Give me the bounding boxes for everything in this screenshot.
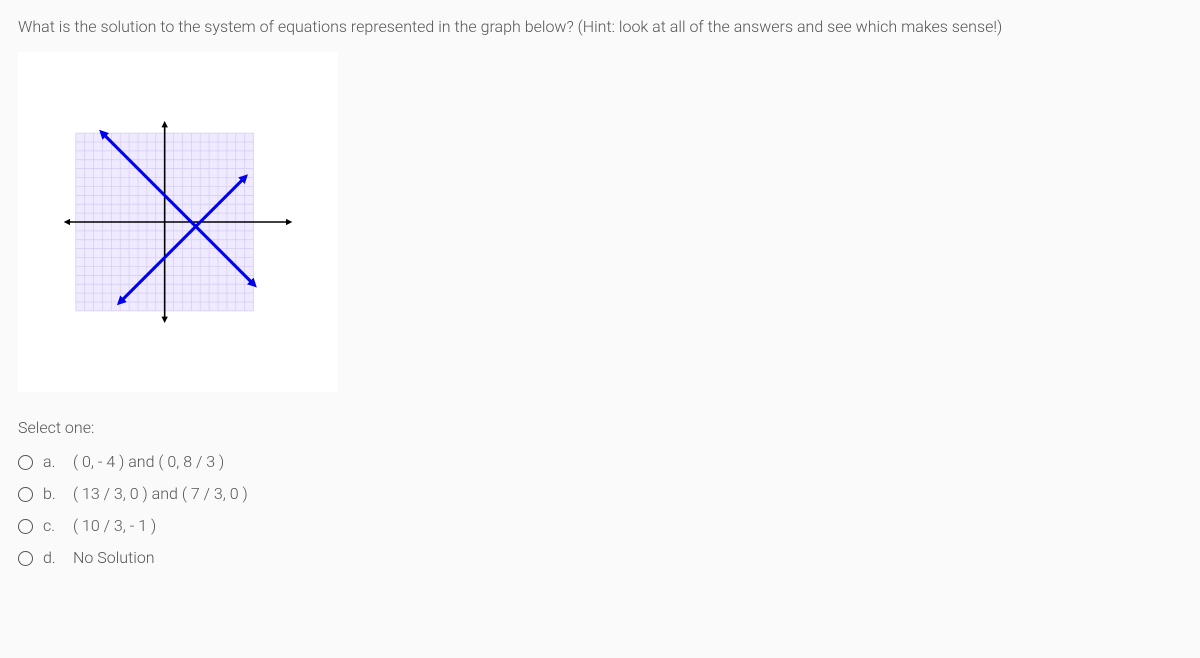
option-text: ( 13 / 3, 0 ) and ( 7 / 3, 0 )	[73, 482, 248, 506]
option-letter: b.	[43, 482, 63, 506]
graph-image	[18, 52, 338, 392]
option-a[interactable]: a. ( 0, - 4 ) and ( 0, 8 / 3 )	[18, 450, 1182, 474]
option-d[interactable]: d. No Solution	[18, 546, 1182, 570]
question-container: What is the solution to the system of eq…	[0, 0, 1200, 658]
option-letter: a.	[43, 450, 63, 474]
option-text: ( 0, - 4 ) and ( 0, 8 / 3 )	[73, 450, 224, 474]
coordinate-graph	[58, 102, 298, 342]
radio-b[interactable]	[18, 487, 33, 502]
select-one-label: Select one:	[18, 416, 1182, 440]
options-list: a. ( 0, - 4 ) and ( 0, 8 / 3 ) b. ( 13 /…	[18, 450, 1182, 570]
radio-a[interactable]	[18, 455, 33, 470]
option-text: ( 10 / 3, - 1 )	[73, 514, 156, 538]
option-letter: c.	[43, 514, 63, 538]
radio-c[interactable]	[18, 519, 33, 534]
option-b[interactable]: b. ( 13 / 3, 0 ) and ( 7 / 3, 0 )	[18, 482, 1182, 506]
radio-d[interactable]	[18, 551, 33, 566]
option-letter: d.	[43, 546, 63, 570]
option-c[interactable]: c. ( 10 / 3, - 1 )	[18, 514, 1182, 538]
option-text: No Solution	[73, 546, 155, 570]
question-text: What is the solution to the system of eq…	[18, 16, 1182, 38]
